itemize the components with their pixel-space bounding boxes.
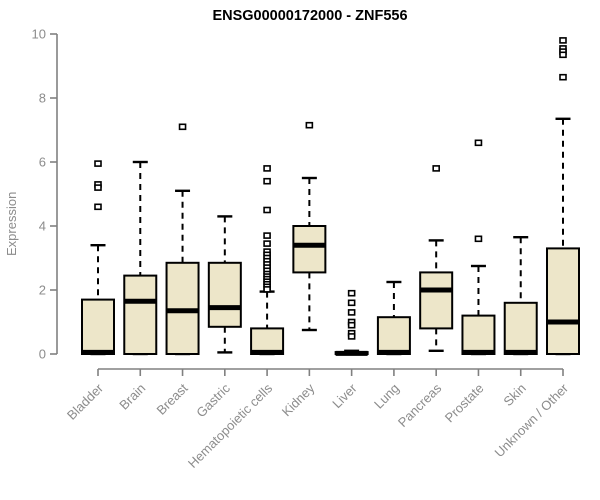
y-tick-label: 10 [32,27,46,42]
outlier-point [474,235,483,243]
outlier-point [347,289,356,297]
outlier-point [305,121,314,129]
outlier-point [263,177,271,185]
box-Bladder [81,298,115,356]
outlier-point [263,286,271,293]
box-Unknown / Other [546,247,580,355]
x-category-label: Skin [500,381,528,409]
outlier-point [559,51,567,59]
y-tick-label: 0 [39,347,46,362]
outlier-point [94,160,102,167]
y-tick-label: 4 [39,219,46,234]
box-Lung [376,316,411,356]
box-Brain [123,274,158,356]
box-Pancreas [419,271,454,330]
outlier-point [263,165,271,172]
outlier-point [432,165,440,172]
x-category-label: Prostate [442,381,487,426]
outlier-point [559,73,567,81]
x-category-label: Kidney [279,380,318,419]
x-category-label: Breast [153,380,190,417]
box-Prostate [461,314,496,356]
outlier-point [559,37,567,44]
outlier-point [94,184,102,191]
outlier-point [263,232,271,239]
x-category-label: Lung [371,381,402,412]
x-category-label: Unknown / Other [492,380,572,460]
y-tick-label: 6 [39,155,46,170]
outlier-point [94,203,102,211]
outlier-point [178,123,187,131]
x-category-label: Pancreas [395,380,445,430]
x-category-label: Brain [116,381,148,413]
outlier-point [263,206,271,214]
outlier-point [474,139,483,147]
outlier-point [347,309,356,316]
x-category-label: Gastric [193,380,233,420]
y-axis-title: Expression [4,191,19,256]
box-Kidney [292,225,327,274]
outlier-point [263,240,271,247]
outlier-point [347,333,356,340]
y-tick-label: 8 [39,91,46,106]
box-Skin [503,301,538,355]
x-category-label: Liver [329,380,360,411]
outlier-point [347,321,356,329]
box-Gastric [207,261,242,328]
y-tick-label: 2 [39,283,46,298]
chart-title: ENSG00000172000 - ZNF556 [212,8,408,24]
x-category-label: Bladder [64,380,107,423]
outlier-point [347,299,356,307]
